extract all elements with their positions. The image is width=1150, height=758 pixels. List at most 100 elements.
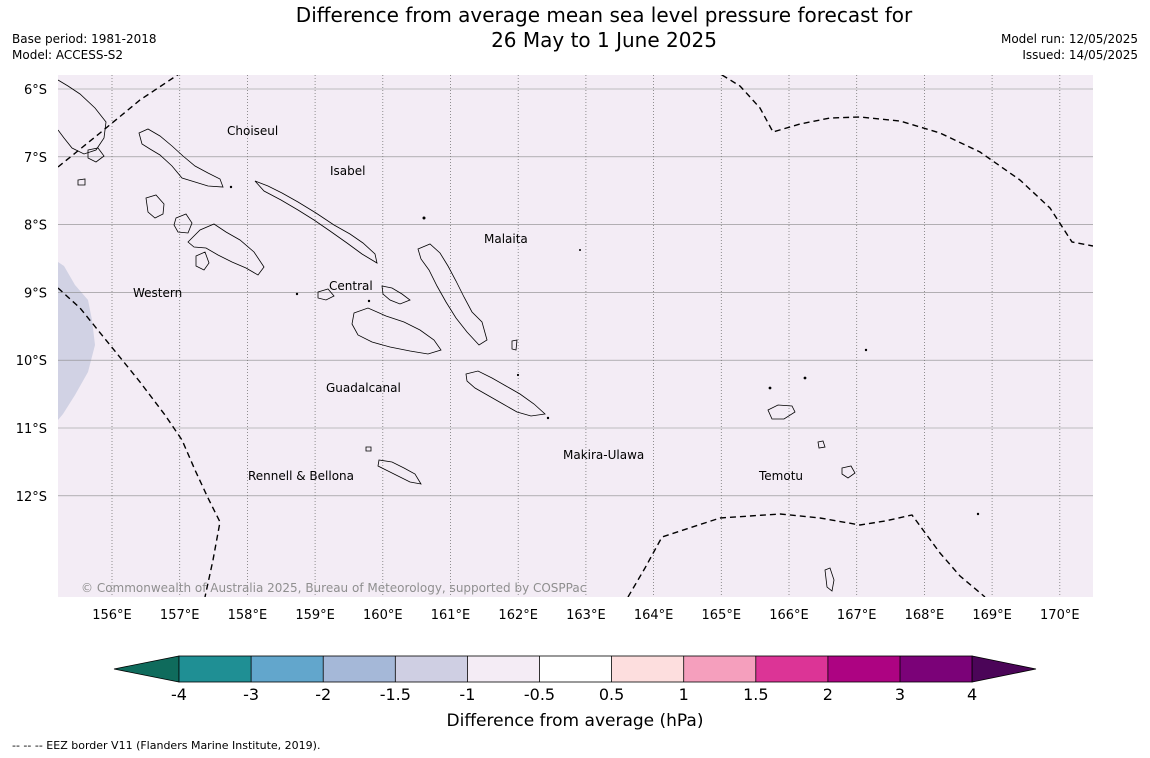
colorbar-tick-label: 0.5 [599,685,624,704]
colorbar-tick-label: -1.5 [380,685,411,704]
lon-tick-label: 163°E [566,608,606,623]
lon-tick-label: 169°E [972,608,1012,623]
title-line-2: 26 May to 1 June 2025 [491,28,717,52]
colorbar-tick-label: -3 [243,685,259,704]
lon-tick-label: 166°E [769,608,809,623]
chart-title: Difference from average mean sea level p… [0,3,1150,53]
eez-footnote: -- -- -- EEZ border V11 (Flanders Marine… [12,739,321,752]
island-choiseul [138,128,224,188]
island-kolombangara [173,213,193,234]
latitude-labels: 6°S 7°S 8°S 9°S 10°S 11°S 12°S [16,83,47,505]
colorbar-tick-label: 3 [895,685,905,704]
islet [976,512,980,516]
meta-right: Model run: 12/05/2025 Issued: 14/05/2025 [1001,31,1138,63]
lon-tick-label: 168°E [905,608,945,623]
lon-tick-label: 157°E [160,608,200,623]
island-guadalcanal [351,307,442,355]
colorbar-low-extension [113,655,180,683]
longitude-labels: 156°E 157°E 158°E 159°E 160°E 161°E 162°E 163°E… [92,608,1079,623]
island-anuta-tikopia [824,567,835,592]
island-bellona [365,446,372,452]
island-santa-cruz [767,404,796,420]
model-name: Model: ACCESS-S2 [12,48,124,62]
island-ulawa [511,339,518,351]
region-label-rennell-bellona: Rennell & Bellona [248,469,354,483]
eez-border-west [58,287,221,597]
island-vanikoro [841,465,856,479]
island-rennell [377,459,422,485]
map-background [58,75,1093,597]
lat-tick-label: 11°S [16,422,47,437]
region-label-isabel: Isabel [330,164,365,178]
lat-tick-label: 9°S [24,286,47,301]
island-new-georgia [187,223,265,276]
islet [864,348,868,352]
island-rendova [195,251,210,271]
colorbar-tick-label: 4 [967,685,977,704]
colorbar-tick-label: -2 [315,685,331,704]
lat-tick-label: 8°S [24,219,47,234]
island-makira [465,370,546,417]
lon-tick-label: 165°E [702,608,742,623]
model-run: Model run: 12/05/2025 [1000,32,1138,46]
eez-border-north-west [58,75,179,168]
colorbar-segment [467,656,540,682]
island-malaita [417,243,488,346]
colorbar-segment [323,656,396,682]
colorbar-segment [539,656,612,682]
lon-tick-label: 162°E [498,608,538,623]
islet [516,373,520,377]
islet [367,299,371,303]
region-label-temotu: Temotu [758,469,803,483]
island-shortlands [87,147,105,163]
islet [579,249,581,251]
lon-tick-label: 156°E [92,608,132,623]
colorbar-tick-label: 1 [679,685,689,704]
lon-tick-label: 161°E [431,608,471,623]
colorbar-segment [251,656,324,682]
island-treasury [77,178,86,186]
region-label-western: Western [133,286,182,300]
base-period: Base period: 1981-2018 [12,32,157,46]
islet [803,376,807,380]
lon-tick-label: 164°E [634,608,674,623]
region-label-makira-ulawa: Makira-Ulawa [563,448,644,462]
island-utupua [817,440,826,449]
lon-tick-label: 167°E [837,608,877,623]
eez-border-south [627,513,986,597]
lat-tick-label: 12°S [16,490,47,505]
islet [422,216,426,220]
latitude-gridlines [58,88,1093,497]
colorbar-segment [395,656,468,682]
island-russell [317,288,335,301]
colorbar-tick-label: 2 [823,685,833,704]
lon-tick-label: 160°E [363,608,403,623]
issued-date: Issued: 14/05/2025 [1022,48,1138,62]
island-florida [381,285,411,305]
colorbar-segment [827,656,900,682]
lon-tick-label: 170°E [1040,608,1080,623]
lat-tick-label: 7°S [24,151,47,166]
island-isabel [254,180,378,264]
islet [546,416,550,420]
colorbar: -4 -3 -2 -1.5 -1 -0.5 0.5 1 1.5 2 3 4 [113,655,1037,704]
copyright-notice: © Commonwealth of Australia 2025, Bureau… [81,581,586,595]
islets [229,185,980,516]
eez-border-north-east [721,75,1093,247]
island-vella-lavella [145,194,165,219]
lon-tick-label: 159°E [295,608,335,623]
region-label-malaita: Malaita [484,232,528,246]
islet [295,292,299,296]
title-line-1: Difference from average mean sea level p… [295,3,913,27]
coastlines [58,79,856,592]
colorbar-tick-label: -0.5 [524,685,555,704]
island-bougainville [58,79,107,155]
meta-left: Base period: 1981-2018 Model: ACCESS-S2 [12,31,157,63]
lat-tick-label: 10°S [16,354,47,369]
colorbar-outline [178,655,973,683]
lon-tick-label: 158°E [228,608,268,623]
colorbar-tick-label: -1 [459,685,475,704]
lat-tick-label: 6°S [24,83,47,98]
colorbar-high-extension [971,655,1037,683]
